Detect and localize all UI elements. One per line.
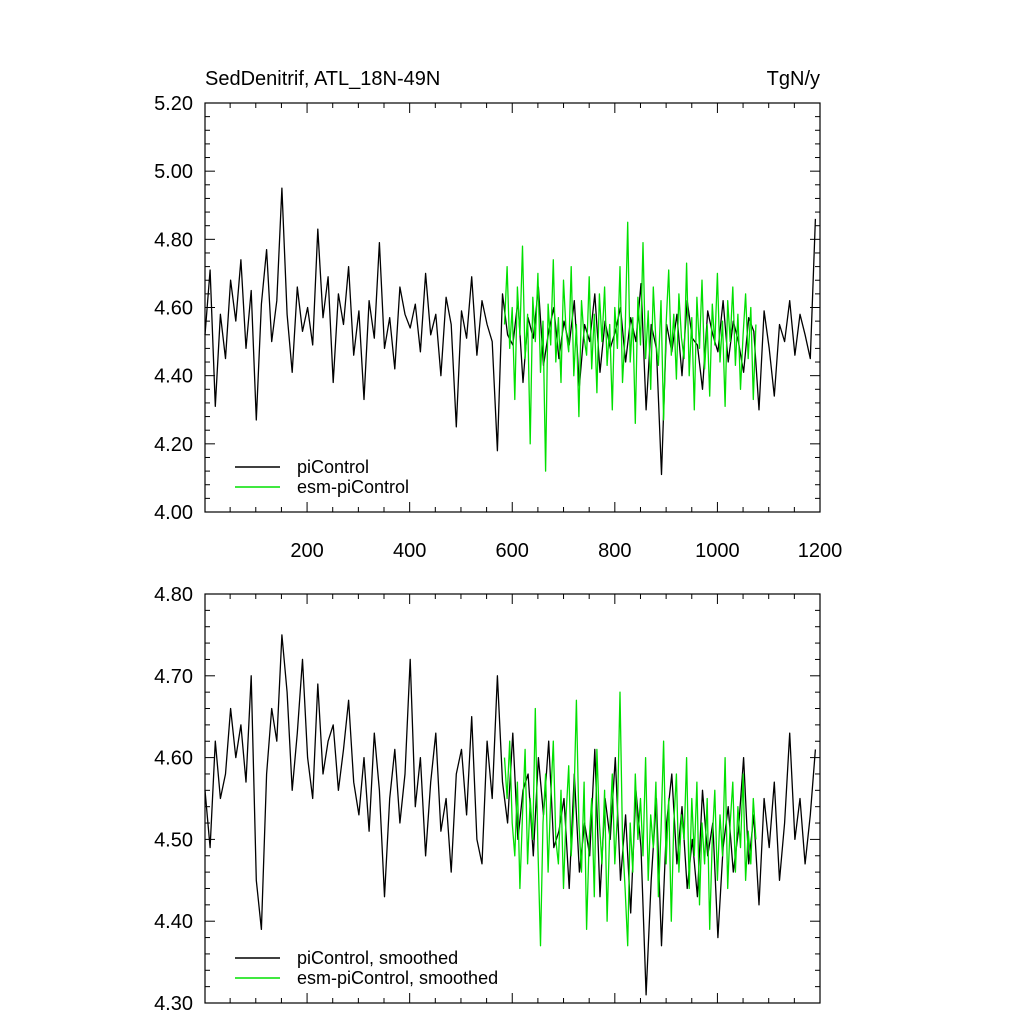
y-tick-label: 5.20 — [154, 93, 193, 115]
y-tick-label: 4.60 — [154, 748, 193, 770]
y-tick-label: 4.70 — [154, 666, 193, 688]
x-tick-label: 400 — [393, 540, 426, 562]
y-tick-label: 5.00 — [154, 161, 193, 183]
legend-label: piControl — [297, 457, 369, 477]
y-tick-label: 4.60 — [154, 298, 193, 320]
chart-panel-2: 4.30 4.40 4.50 4.60 4.70 4.80 piControl, smoot… — [154, 584, 821, 1015]
y-tick-label: 4.00 — [154, 502, 193, 524]
y-tick-label: 4.20 — [154, 434, 193, 456]
y-tick-label: 4.80 — [154, 584, 193, 606]
legend-label: esm-piControl, smoothed — [297, 968, 498, 988]
legend-label: piControl, smoothed — [297, 948, 458, 968]
x-tick-label: 800 — [598, 540, 631, 562]
legend-label: esm-piControl — [297, 477, 409, 497]
chart-units: TgN/y — [767, 68, 820, 90]
y-tick-label: 4.40 — [154, 911, 193, 933]
series-line-esm-picontrol-smoothed — [503, 691, 757, 947]
chart-title: SedDenitrif, ATL_18N-49N — [205, 68, 440, 90]
x-tick-label: 200 — [290, 540, 323, 562]
chart-panel-1: 4.00 4.20 4.40 4.60 4.80 5.00 5.20 200 400 600 800… — [154, 68, 842, 562]
y-tick-label: 4.30 — [154, 993, 193, 1015]
y-tick-label: 4.40 — [154, 366, 193, 388]
x-tick-label: 600 — [496, 540, 529, 562]
y-tick-label: 4.50 — [154, 829, 193, 851]
y-tick-label: 4.80 — [154, 229, 193, 251]
x-tick-label: 1000 — [695, 540, 740, 562]
series-line-esm-picontrol — [503, 221, 757, 472]
x-tick-label: 1200 — [798, 540, 843, 562]
